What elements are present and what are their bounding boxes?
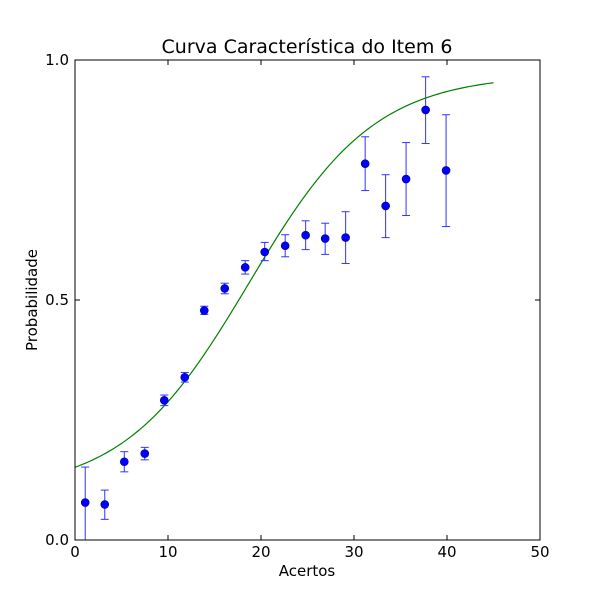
data-point <box>341 233 350 242</box>
data-point-group <box>260 241 270 262</box>
data-point <box>421 105 430 115</box>
plot-area <box>74 76 494 541</box>
data-point-group <box>320 222 330 255</box>
x-tick-label: 0 <box>70 543 80 561</box>
data-point <box>119 457 129 467</box>
data-point <box>199 306 209 315</box>
data-point-group <box>421 76 430 145</box>
data-point-group <box>199 305 209 315</box>
data-point <box>80 498 90 507</box>
chart-title: Curva Característica do Item 6 <box>162 36 453 58</box>
data-point-group <box>140 446 150 461</box>
data-point-group <box>100 489 110 520</box>
x-tick-label: 10 <box>158 543 177 561</box>
data-point <box>301 230 310 240</box>
y-tick-label: 1.0 <box>45 51 69 69</box>
data-point <box>220 284 230 293</box>
x-tick-label: 20 <box>251 543 270 561</box>
data-point <box>240 263 250 272</box>
data-point-group <box>240 260 250 275</box>
data-point <box>441 166 451 175</box>
data-point <box>180 372 190 382</box>
data-point <box>100 500 110 509</box>
data-point-group <box>441 114 451 228</box>
x-tick-label: 30 <box>344 543 363 561</box>
data-point <box>280 241 290 251</box>
x-tick-label: 40 <box>437 543 456 561</box>
y-axis-label: Probabilidade <box>23 249 41 351</box>
data-point-group <box>360 136 370 192</box>
data-point-group <box>341 211 350 265</box>
data-point-group <box>381 174 390 239</box>
x-tick-label: 50 <box>530 543 549 561</box>
data-point <box>401 174 411 184</box>
fitted-curve <box>74 82 494 468</box>
data-point-group <box>159 394 169 407</box>
x-axis-label: Acertos <box>279 562 336 580</box>
data-point-group <box>401 142 411 217</box>
data-point <box>140 449 150 458</box>
data-point <box>320 234 330 243</box>
data-point-group <box>301 220 310 251</box>
y-tick-label: 0.5 <box>45 291 69 309</box>
data-point-group <box>119 451 129 473</box>
data-point <box>159 396 169 405</box>
data-point <box>360 159 370 168</box>
axis-ticks: 0 10 20 30 40 50 0.0 0.5 1.0 <box>45 51 549 561</box>
data-point-group <box>180 371 190 383</box>
data-point-group <box>220 282 230 295</box>
data-point <box>381 201 390 211</box>
data-point-group <box>280 234 290 258</box>
data-point <box>260 247 270 257</box>
data-point-group <box>80 466 90 541</box>
y-tick-label: 0.0 <box>45 531 69 549</box>
